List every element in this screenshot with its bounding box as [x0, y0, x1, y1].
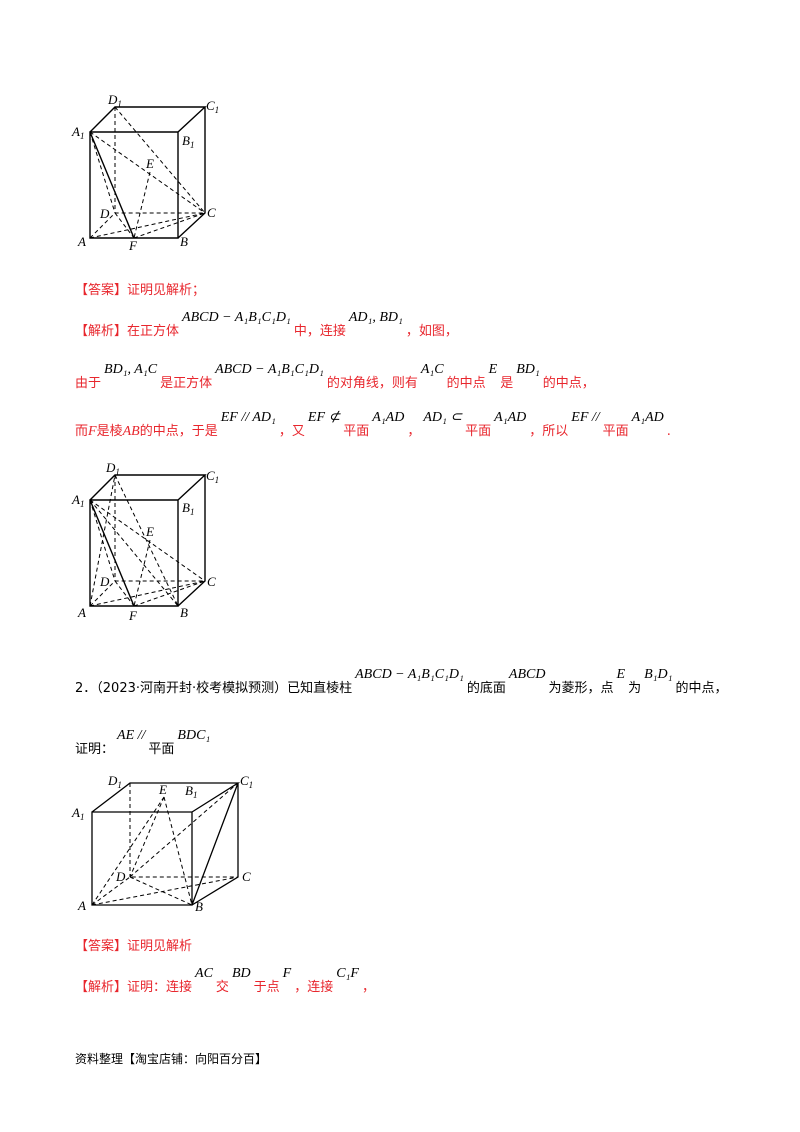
svg-text:C: C — [207, 574, 216, 589]
svg-text:D1: D1 — [107, 773, 122, 790]
svg-text:B: B — [180, 234, 188, 249]
svg-text:C1: C1 — [240, 773, 253, 790]
svg-text:F: F — [128, 238, 138, 253]
svg-text:A: A — [77, 898, 86, 913]
svg-text:B1: B1 — [185, 783, 197, 800]
svg-text:F: F — [128, 608, 138, 623]
svg-text:B: B — [180, 605, 188, 620]
svg-text:A: A — [77, 234, 86, 249]
cube-figure-1: A B C D A1 B1 C1 D1 E F — [71, 92, 219, 253]
q1-analysis-line1: 【解析】在正方体ABCD − A₁B₁C₁D₁中，连接AD₁, BD₁，如图， — [75, 310, 458, 339]
q2-answer: 【答案】证明见解析 — [75, 939, 193, 954]
svg-text:C1: C1 — [206, 468, 219, 485]
svg-text:E: E — [158, 782, 167, 797]
prism-figure: A B C D A1 B1 C1 D1 E — [71, 773, 253, 914]
svg-text:E: E — [145, 156, 154, 171]
q1-answer: 【答案】证明见解析； — [75, 283, 206, 298]
svg-text:D1: D1 — [105, 460, 120, 477]
svg-text:B1: B1 — [182, 133, 194, 150]
q1-analysis-line3: 而F是棱AB的中点，于是EF // AD₁，又EF ⊄平面A₁AD，AD₁ ⊂平… — [75, 410, 671, 439]
svg-text:A1: A1 — [71, 805, 84, 822]
cube-figure-2: A B C D A1 B1 C1 D1 E F — [71, 460, 219, 623]
q2-analysis: 【解析】证明：连接AC交BD于点F，连接C₁F， — [75, 966, 375, 995]
svg-text:C: C — [242, 869, 251, 884]
svg-text:B1: B1 — [182, 500, 194, 517]
svg-text:E: E — [145, 524, 154, 539]
svg-text:C: C — [207, 205, 216, 220]
svg-text:A1: A1 — [71, 124, 84, 141]
q1-analysis-line2: 由于BD₁, A₁C是正方体ABCD − A₁B₁C₁D₁的对角线，则有A₁C的… — [75, 362, 595, 391]
svg-text:B: B — [195, 899, 203, 914]
svg-text:A: A — [77, 605, 86, 620]
svg-text:A1: A1 — [71, 492, 84, 509]
svg-text:D1: D1 — [107, 92, 122, 109]
svg-text:D: D — [99, 206, 110, 221]
q2-stem: 2．（2023·河南开封·校考模拟预测）已知直棱柱ABCD − A₁B₁C₁D₁… — [75, 667, 728, 696]
q2-prove: 证明：AE //平面BDC₁ — [75, 728, 211, 757]
footer-source: 资料整理【淘宝店铺：向阳百分百】 — [75, 1052, 268, 1066]
svg-text:D: D — [115, 869, 126, 884]
svg-text:C1: C1 — [206, 98, 219, 115]
svg-text:D: D — [99, 574, 110, 589]
